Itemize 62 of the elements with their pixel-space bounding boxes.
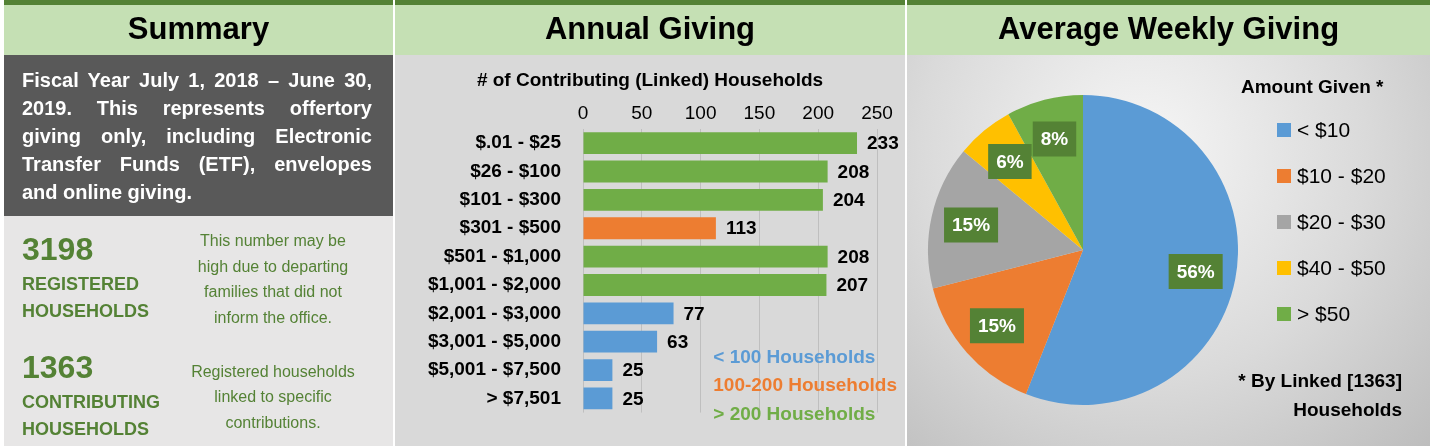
x-tick-label: 150	[743, 101, 776, 123]
x-tick-label: 0	[577, 101, 589, 123]
bar	[583, 359, 613, 381]
y-tick-label: $101 - $300	[459, 188, 561, 210]
data-label: 208	[837, 245, 870, 267]
text: This number may be high due to departing families that did not inform the office.	[196, 231, 350, 328]
y-tick-label: $5,001 - $7,500	[427, 358, 561, 380]
data-label: 6%	[996, 150, 1024, 172]
chart-title: Annual Giving	[395, 5, 905, 53]
bar	[583, 245, 828, 268]
text: CONTRIBUTING HOUSEHOLDS	[22, 391, 161, 441]
x-tick-label: 50	[631, 101, 653, 123]
legend-title: Amount Given *	[1241, 76, 1385, 98]
text: Fiscal Year July 1, 2018 – June 30, 2019. This represents offertory giving only, including Electronic Transfer Funds (ETF), envelopes and online giving.	[22, 68, 372, 205]
bar	[583, 132, 858, 155]
text: < 100 Households	[713, 345, 876, 367]
legend-label: $10 - $20	[1297, 163, 1386, 187]
x-tick-label: 100	[684, 101, 717, 123]
y-tick-label: $1,001 - $2,000	[427, 273, 561, 295]
text: * By Linked [1363] Households	[1237, 369, 1402, 422]
y-tick-label: $26 - $100	[470, 159, 561, 181]
data-label: 77	[683, 302, 705, 324]
text: > 200 Households	[713, 402, 876, 424]
legend-label: < $10	[1297, 117, 1351, 141]
x-tick-label: 250	[861, 101, 893, 123]
text: 3198	[22, 230, 94, 268]
y-tick-label: $3,001 - $5,000	[427, 329, 561, 351]
legend-label: $20 - $30	[1297, 209, 1386, 233]
data-label: 25	[622, 359, 644, 381]
data-label: 56%	[1176, 260, 1215, 282]
y-tick-label: $.01 - $25	[475, 131, 562, 153]
bar	[583, 160, 828, 183]
data-label: 207	[836, 274, 869, 296]
text: 1363	[22, 348, 94, 386]
data-label: 25	[622, 387, 644, 409]
data-label: 204	[832, 189, 866, 211]
bar	[583, 217, 716, 240]
legend-label: $40 - $50	[1297, 255, 1386, 279]
text: 100-200 Households	[713, 374, 898, 396]
bar	[583, 387, 613, 410]
y-tick-label: $2,001 - $3,000	[427, 301, 561, 323]
bar	[583, 330, 658, 353]
data-label: 63	[667, 330, 689, 352]
bar	[583, 188, 823, 211]
data-label: 208	[837, 160, 870, 182]
data-label: 15%	[952, 214, 991, 236]
data-label: 113	[725, 217, 757, 239]
legend-label: > $50	[1297, 301, 1351, 325]
bar	[583, 302, 674, 325]
data-label: 233	[867, 132, 899, 154]
y-tick-label: $301 - $500	[459, 216, 561, 238]
text: Registered households linked to specific contributions.	[190, 361, 356, 433]
bar	[583, 274, 827, 296]
y-tick-label: > $7,501	[486, 386, 562, 408]
x-tick-label: 200	[802, 101, 835, 123]
text: REGISTERED HOUSEHOLDS	[22, 273, 150, 323]
chart-subtitle: # of Contributing (Linked) Households	[475, 68, 825, 92]
chart-title: Average Weekly Giving	[907, 5, 1430, 53]
data-label: 15%	[977, 315, 1017, 337]
text: Summary	[4, 5, 393, 53]
y-tick-label: $501 - $1,000	[443, 244, 561, 266]
data-label: 8%	[1040, 128, 1069, 150]
